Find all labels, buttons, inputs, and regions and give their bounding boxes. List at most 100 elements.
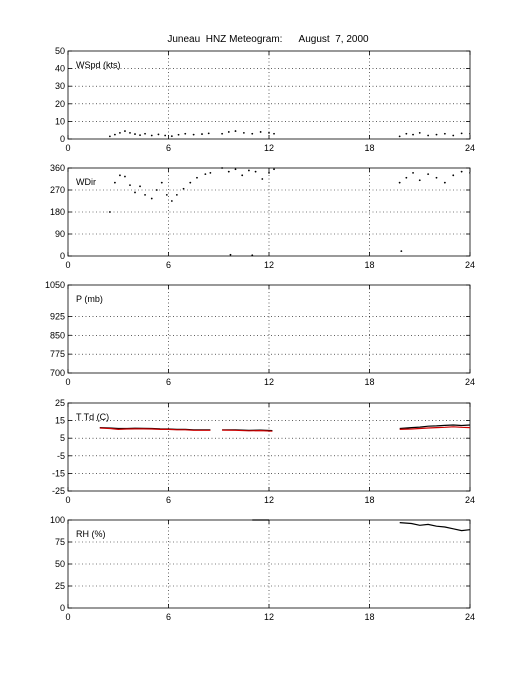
temp-ytick-label: -25: [52, 486, 65, 496]
wspd-ytick-label: 40: [55, 64, 65, 74]
wdir-data-point: [196, 176, 198, 179]
wdir-data-point: [418, 179, 421, 182]
wdir-xtick-label: 6: [166, 260, 171, 270]
wdir-data-point: [175, 193, 178, 196]
temp-axes-frame: [67, 402, 471, 492]
wspd-data-point: [418, 131, 421, 134]
wspd-xtick-label: 0: [65, 143, 70, 153]
wdir-data-point: [129, 184, 131, 187]
temp-xtick-label: 18: [364, 495, 374, 505]
wdir-data-point: [160, 181, 163, 184]
wdir-data-point: [400, 250, 403, 253]
wdir-ytick-label: 90: [55, 229, 65, 239]
wspd-data-point: [273, 132, 275, 135]
temp-ytick-label: 15: [55, 416, 65, 426]
wspd-data-point: [405, 132, 408, 135]
rh-series-group: [252, 519, 470, 532]
wspd-data-point: [452, 134, 455, 137]
wspd-axes-frame: [67, 50, 471, 140]
wdir-data-point: [155, 189, 158, 191]
rh-panel-label: RH (%): [76, 529, 106, 539]
wspd-xtick-label: 6: [166, 143, 171, 153]
rh-xtick-label: 24: [465, 612, 475, 622]
temp-ytick-label: -15: [52, 468, 65, 478]
pres-panel-label: P (mb): [76, 294, 103, 304]
pres-axes-frame: [67, 284, 471, 374]
wdir-data-point: [261, 178, 264, 180]
wdir-series-group: [108, 167, 470, 257]
wdir-data-point: [469, 171, 470, 174]
wspd-data-point: [139, 134, 141, 137]
wdir-data-point: [398, 181, 401, 184]
rh-ytick-label: 25: [55, 581, 65, 591]
wdir-data-point: [114, 181, 116, 184]
wspd-ytick-label: 30: [55, 81, 65, 91]
wdir-data-point: [139, 185, 141, 188]
temp-panel: 0 6 12 18 24 -25 -15 -5 5 15 25 T Td (C): [52, 398, 475, 505]
wspd-data-point: [234, 130, 237, 132]
wspd-data-point: [268, 131, 270, 134]
pres-xtick-label: 24: [465, 377, 475, 387]
wdir-data-point: [209, 171, 212, 174]
rh-ytick-label: 100: [50, 515, 65, 525]
wdir-data-point: [443, 181, 446, 184]
rh-ytick-label: 0: [60, 603, 65, 613]
wspd-data-point: [412, 133, 414, 136]
wdir-data-point: [268, 171, 270, 174]
temp-ytick-label: -5: [57, 451, 65, 461]
wspd-ytick-label: 20: [55, 99, 65, 109]
wspd-data-point: [427, 134, 430, 137]
pres-xtick-label: 12: [264, 377, 274, 387]
temp-series-line: [99, 427, 211, 431]
rh-series-line: [399, 522, 470, 532]
wspd-panel: 0 6 12 18 24 0 10 20 30 40 50 WSpd (kts): [55, 46, 475, 153]
wdir-data-point: [144, 193, 146, 196]
wspd-xtick-label: 18: [364, 143, 374, 153]
wdir-data-point: [273, 168, 275, 171]
wdir-ytick-label: 180: [50, 207, 65, 217]
wspd-data-point: [129, 131, 131, 134]
wspd-data-point: [207, 132, 210, 135]
wdir-data-point: [134, 191, 136, 194]
pres-ytick-label: 850: [50, 330, 65, 340]
wdir-data-point: [435, 176, 438, 179]
wspd-ytick-label: 10: [55, 116, 65, 126]
wspd-data-point: [184, 132, 187, 135]
wdir-data-point: [248, 169, 250, 172]
wspd-xtick-label: 12: [264, 143, 274, 153]
wspd-data-point: [164, 134, 167, 137]
wdir-data-point: [108, 211, 111, 213]
wspd-data-point: [124, 130, 126, 132]
temp-series-group: [99, 424, 470, 432]
wspd-xtick-label: 24: [465, 143, 475, 153]
wdir-xtick-label: 0: [65, 260, 70, 270]
wspd-data-point: [201, 133, 203, 135]
rh-ytick-label: 50: [55, 559, 65, 569]
wdir-xtick-label: 24: [465, 260, 475, 270]
wdir-data-point: [189, 181, 192, 184]
wspd-ytick-label: 50: [55, 46, 65, 56]
wspd-data-point: [251, 132, 254, 135]
wdir-data-point: [452, 174, 455, 177]
wdir-panel-label: WDir: [76, 177, 96, 187]
wdir-panel: 0 6 12 18 24 0 90 180 270 360 WDir: [50, 163, 475, 270]
wspd-data-point: [114, 133, 116, 136]
wspd-data-point: [227, 131, 230, 133]
wspd-data-point: [259, 131, 262, 133]
temp-xtick-label: 12: [264, 495, 274, 505]
wspd-data-point: [221, 132, 224, 135]
wspd-data-point: [435, 133, 438, 136]
wdir-data-point: [119, 174, 121, 177]
wspd-series-group: [108, 130, 470, 138]
wdir-data-point: [460, 170, 463, 173]
temp-xtick-label: 24: [465, 495, 475, 505]
wspd-data-point: [398, 135, 401, 138]
wspd-data-point: [108, 135, 111, 138]
wspd-data-point: [157, 133, 160, 136]
pres-xtick-label: 6: [166, 377, 171, 387]
wdir-data-point: [254, 170, 257, 173]
pres-ytick-label: 1050: [45, 280, 65, 290]
wspd-data-point: [469, 132, 470, 135]
temp-xtick-label: 6: [166, 495, 171, 505]
